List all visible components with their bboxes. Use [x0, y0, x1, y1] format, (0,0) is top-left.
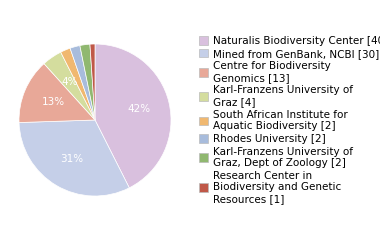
Wedge shape — [70, 46, 95, 120]
Text: 42%: 42% — [128, 104, 151, 114]
Wedge shape — [19, 120, 129, 196]
Wedge shape — [90, 44, 95, 120]
Wedge shape — [95, 44, 171, 188]
Wedge shape — [19, 64, 95, 123]
Wedge shape — [61, 48, 95, 120]
Legend: Naturalis Biodiversity Center [40], Mined from GenBank, NCBI [30], Centre for Bi: Naturalis Biodiversity Center [40], Mine… — [199, 36, 380, 204]
Text: 13%: 13% — [41, 97, 65, 107]
Text: 31%: 31% — [60, 154, 83, 164]
Wedge shape — [80, 44, 95, 120]
Text: 4%: 4% — [61, 78, 78, 87]
Wedge shape — [44, 52, 95, 120]
